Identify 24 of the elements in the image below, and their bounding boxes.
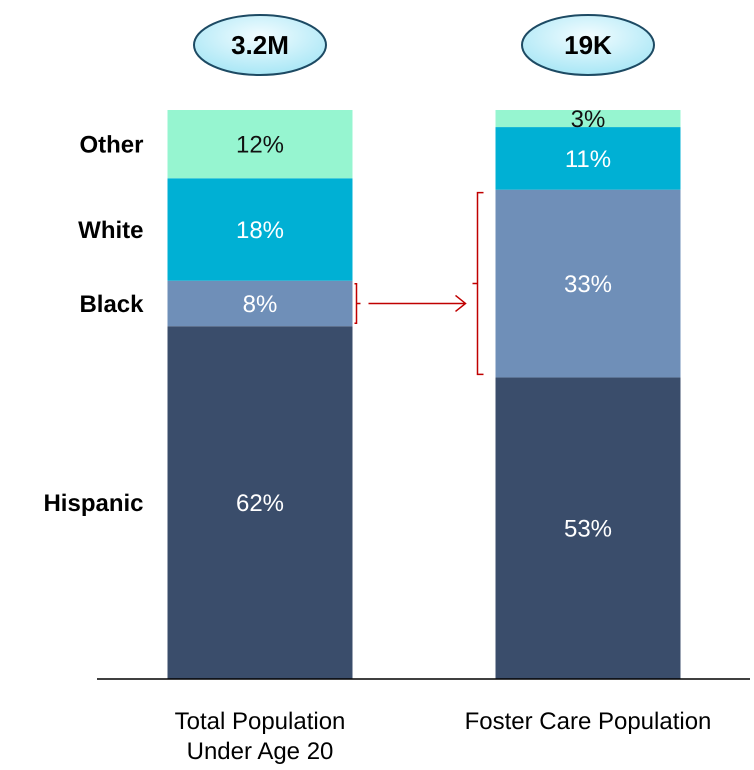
bar [496,377,680,679]
data-label: 33% [564,270,612,298]
bar [168,280,352,326]
bar [496,127,680,190]
bar [496,190,680,378]
series-label: Hispanic [43,490,144,518]
bar [496,110,680,128]
series-label: Black [79,290,144,318]
data-label: 53% [564,516,612,543]
data-label: 11% [564,146,612,173]
data-label: 62% [236,490,284,518]
data-label: 12% [236,132,284,159]
series-label: Other [79,132,144,159]
data-label: 8% [242,290,278,318]
text: 3.2M [231,30,289,60]
series-label: White [78,216,144,244]
bar [168,178,352,281]
bar [168,110,352,178]
data-label: 3% [570,106,606,133]
text: 19K [564,30,612,60]
data-label: 18% [236,216,284,244]
x-tick-label: Foster Care Population [464,708,712,735]
bar [168,326,352,679]
x-tick-label: Total Population Under Age 20 [174,708,346,765]
